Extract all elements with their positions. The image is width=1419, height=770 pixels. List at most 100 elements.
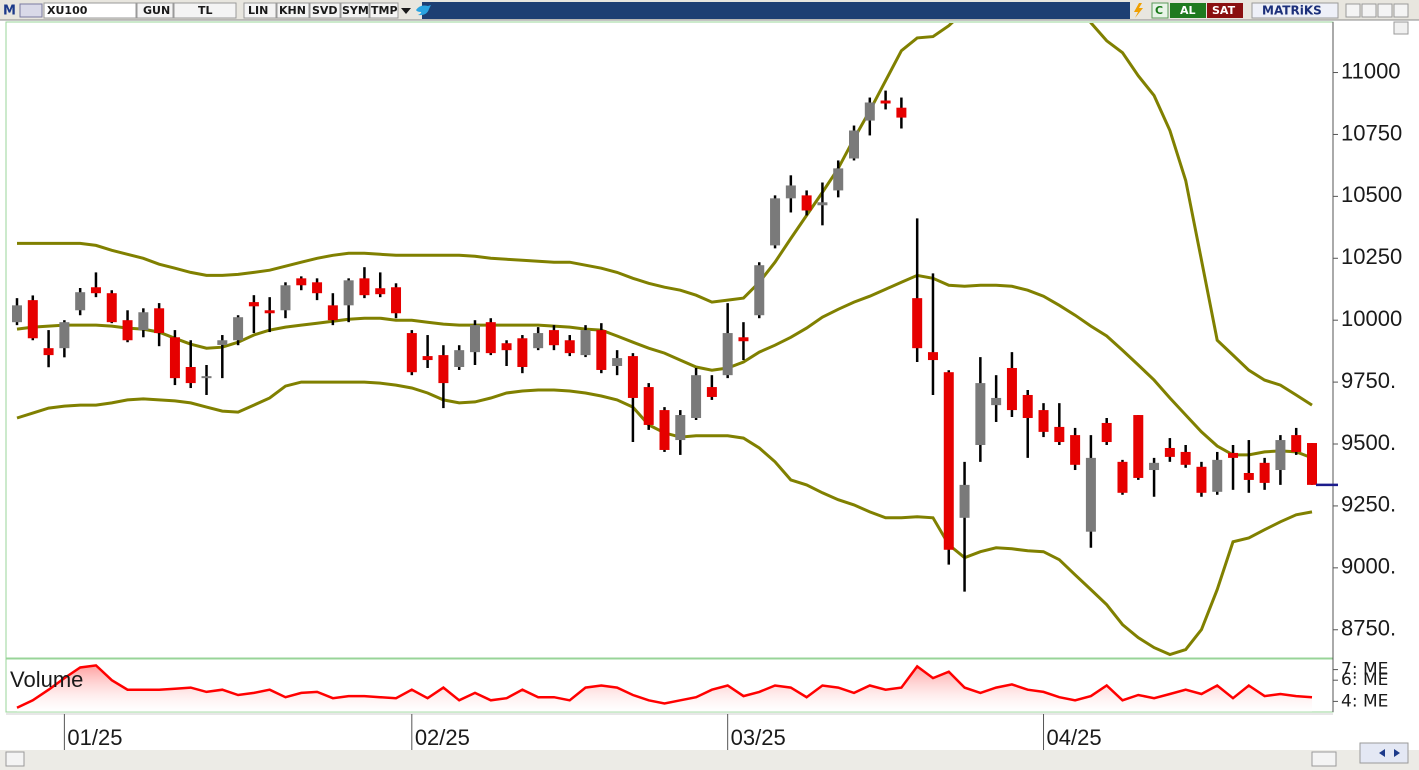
candle-body <box>1259 462 1270 483</box>
window-button[interactable] <box>1345 3 1361 18</box>
y-tick-label: 11000 <box>1341 58 1401 83</box>
button-label: SVD <box>312 4 338 17</box>
button[interactable] <box>340 2 370 19</box>
candle-body <box>1212 459 1223 492</box>
x-tick-label: 01/25 <box>67 725 122 750</box>
quick-label: AL <box>1180 4 1196 17</box>
scroll-button[interactable] <box>5 751 25 767</box>
button-label: TL <box>198 4 213 17</box>
x-tick-label: 04/25 <box>1047 725 1102 750</box>
icon[interactable] <box>19 3 43 18</box>
candle-body <box>864 102 875 121</box>
logo: M <box>3 4 16 19</box>
bollinger-band <box>16 273 1313 460</box>
candle-body <box>422 356 433 361</box>
dropdown-arrow[interactable] <box>401 8 411 14</box>
candle-body <box>691 375 702 419</box>
window-button[interactable] <box>1377 3 1393 18</box>
button-label: TMP <box>371 4 398 17</box>
candle-body <box>185 366 196 384</box>
button-label: KHN <box>279 4 306 17</box>
candle-body <box>485 322 496 354</box>
symbol-box[interactable] <box>43 2 137 19</box>
candle-body <box>927 352 938 361</box>
candle-body <box>675 415 686 441</box>
candle-body <box>169 337 180 379</box>
bollinger-band <box>17 23 1313 407</box>
candle-body <box>1196 466 1207 493</box>
candle-body <box>296 278 307 286</box>
candle-body <box>90 287 101 294</box>
candle-body <box>106 293 117 323</box>
y-tick-label: 10000 <box>1341 306 1402 331</box>
candle-body <box>738 337 749 342</box>
candle-body <box>1275 440 1286 471</box>
button[interactable] <box>243 2 277 19</box>
bottom-bar <box>0 750 1419 770</box>
y-tick-label: 9250. <box>1341 492 1396 517</box>
candle-body <box>391 287 402 314</box>
candle-body <box>327 305 338 321</box>
plot <box>12 23 1317 657</box>
candle-body <box>896 107 907 118</box>
candle-body <box>627 356 638 398</box>
candle-body <box>564 340 575 354</box>
candle-body <box>501 343 512 351</box>
y-tick-label: 4: ME <box>1341 691 1388 711</box>
candle-body <box>817 202 828 206</box>
candle-body <box>1164 447 1175 457</box>
quick-button[interactable] <box>1207 3 1243 18</box>
twitter-icon[interactable] <box>416 5 431 16</box>
candle-body <box>517 338 528 367</box>
candle-body <box>1243 472 1254 480</box>
candle-body <box>785 185 796 199</box>
candle-body <box>469 325 480 353</box>
candle-body <box>59 322 70 349</box>
button[interactable] <box>173 2 237 19</box>
y-tick-label: 10250 <box>1341 244 1402 269</box>
button[interactable] <box>309 2 341 19</box>
candle-body <box>154 308 165 334</box>
x-tick-label: 02/25 <box>415 725 470 750</box>
window-button[interactable] <box>1393 3 1409 18</box>
candle-body <box>912 298 923 349</box>
candle-body <box>122 320 133 341</box>
symbol: XU100 <box>47 4 88 17</box>
toolbar-band <box>422 2 1130 19</box>
candle-body <box>1133 415 1144 478</box>
scroll-button[interactable] <box>1393 21 1409 35</box>
candle-body <box>1101 422 1112 443</box>
candle-body <box>264 310 275 314</box>
price-pane <box>5 21 1334 659</box>
button-label: LIN <box>248 4 268 17</box>
candle-body <box>880 100 891 104</box>
brand: MATRiKS <box>1262 4 1322 18</box>
candle-body <box>1022 394 1033 419</box>
y-tick-label: 9500. <box>1341 430 1396 455</box>
candle-body <box>343 280 354 306</box>
quick-button[interactable] <box>1170 3 1206 18</box>
button[interactable] <box>369 2 399 19</box>
y-tick-label: 9750. <box>1341 368 1396 393</box>
button-label: GUN <box>143 4 170 17</box>
candle-body <box>438 355 449 384</box>
scroll-button[interactable] <box>1311 751 1337 767</box>
y-tick-label: 10500 <box>1341 182 1402 207</box>
candle-body <box>1307 443 1317 485</box>
candle-body <box>1291 435 1302 452</box>
window-button[interactable] <box>1361 3 1377 18</box>
candle-body <box>43 348 54 356</box>
alert-icon[interactable] <box>1134 3 1143 18</box>
volume-title: Volume <box>10 667 83 692</box>
candle-body <box>722 333 733 376</box>
candle-body <box>1117 461 1128 493</box>
button-label: SYM <box>342 4 369 17</box>
nav-arrows[interactable] <box>1379 749 1400 757</box>
y-tick-label: 6: ME <box>1341 670 1388 690</box>
candle-body <box>943 372 954 550</box>
button[interactable] <box>276 2 310 19</box>
quick-button[interactable] <box>1151 2 1169 19</box>
button[interactable] <box>136 2 174 19</box>
